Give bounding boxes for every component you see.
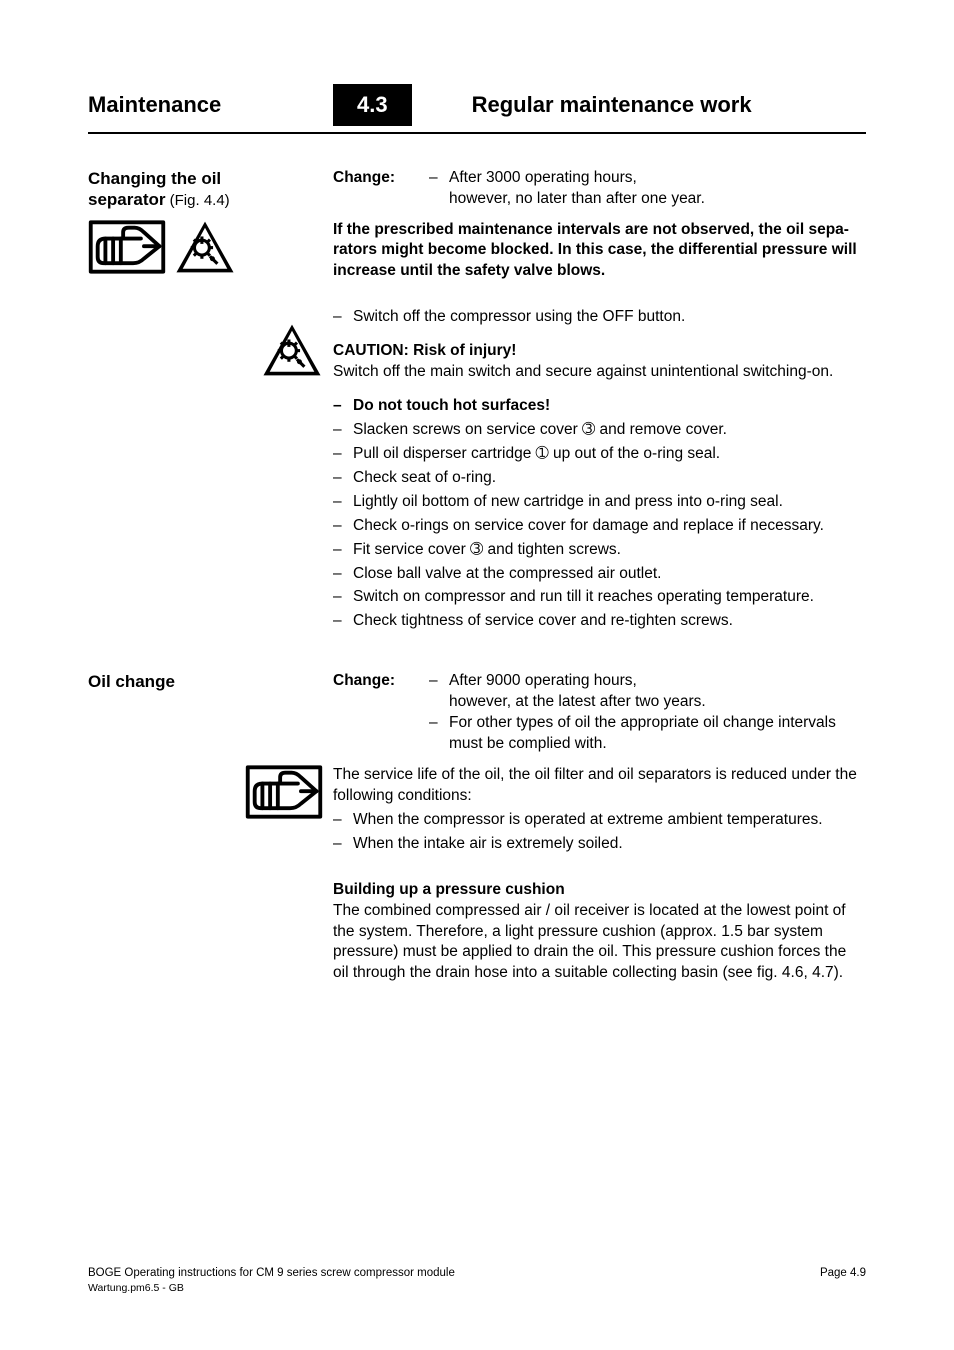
note-row: The service life of the oil, the oil fil… [88, 765, 866, 984]
change-label: Change: [333, 168, 429, 210]
header-rule [88, 132, 866, 134]
procedure-list: Do not touch hot surfaces! Slacken screw… [333, 396, 866, 632]
li-pull: Pull oil disperser cartridge ➀ up out of… [333, 444, 866, 465]
change-label-2: Change: [333, 671, 429, 755]
icon-row-1 [88, 219, 323, 275]
building-body: The combined compressed air / oil receiv… [333, 901, 866, 985]
warning-triangle-icon [261, 322, 323, 378]
li-lightlyoil: Lightly oil bottom of new cartridge in a… [333, 492, 866, 513]
change-block: Change: – After 3000 operating hours, ho… [333, 168, 866, 210]
pointing-hand-icon [245, 765, 323, 819]
li-fit: Fit service cover ➂ and tighten screws. [333, 540, 866, 561]
li-checkorings: Check o-rings on service cover for damag… [333, 516, 866, 537]
dash: – [429, 168, 449, 210]
caution-head: CAUTION: Risk of injury! [333, 341, 866, 362]
caution-body: Switch off the main switch and secure ag… [333, 362, 866, 383]
conditions-list: When the compressor is operated at extre… [333, 810, 866, 855]
page-footer: BOGE Operating instructions for CM 9 ser… [88, 1266, 866, 1296]
warning-triangle-icon [174, 219, 236, 275]
title-line2-bold: separator [88, 190, 165, 209]
footer-right: Page 4.9 [820, 1266, 866, 1296]
header-right: Regular maintenance work [472, 90, 752, 120]
li-closeball: Close ball valve at the compressed air o… [333, 564, 866, 585]
title-line2-norm: (Fig. 4.4) [165, 192, 229, 209]
note-text: The service life of the oil, the oil fil… [333, 765, 866, 807]
warning-text: If the prescribed maintenance intervals … [333, 220, 866, 283]
li-slacken: Slacken screws on service cover ➂ and re… [333, 420, 866, 441]
li-extreme: When the compressor is operated at extre… [333, 810, 866, 831]
section-title: Changing the oil separator (Fig. 4.4) [88, 168, 323, 211]
header-left: Maintenance [88, 90, 333, 120]
building-head: Building up a pressure cushion [333, 880, 866, 901]
page: Maintenance 4.3 Regular maintenance work… [0, 0, 954, 1350]
section-oil-change: Oil change Change: – After 9000 operatin… [88, 671, 866, 755]
li-donottouch: Do not touch hot surfaces! [333, 396, 866, 417]
change-block-2: Change: – After 9000 operating hours, ho… [333, 671, 866, 755]
li-switchon: Switch on compressor and run till it rea… [333, 587, 866, 608]
li-soiled: When the intake air is extremely soiled. [333, 834, 866, 855]
caution-row: Switch off the compressor using the OFF … [88, 304, 866, 635]
li-checkseat: Check seat of o-ring. [333, 468, 866, 489]
pointing-hand-icon [88, 220, 166, 274]
header-badge: 4.3 [333, 84, 412, 126]
change-text: After 3000 operating hours, however, no … [449, 168, 866, 210]
title-line1: Changing the oil [88, 169, 221, 188]
section-oil-separator: Changing the oil separator (Fig. 4.4) Ch… [88, 168, 866, 283]
page-header: Maintenance 4.3 Regular maintenance work [88, 84, 866, 126]
switchoff-list: Switch off the compressor using the OFF … [333, 307, 866, 328]
oilchange-title: Oil change [88, 671, 323, 692]
li-switchoff: Switch off the compressor using the OFF … [333, 307, 866, 328]
li-checktight: Check tightness of service cover and re-… [333, 611, 866, 632]
footer-left: BOGE Operating instructions for CM 9 ser… [88, 1266, 455, 1296]
